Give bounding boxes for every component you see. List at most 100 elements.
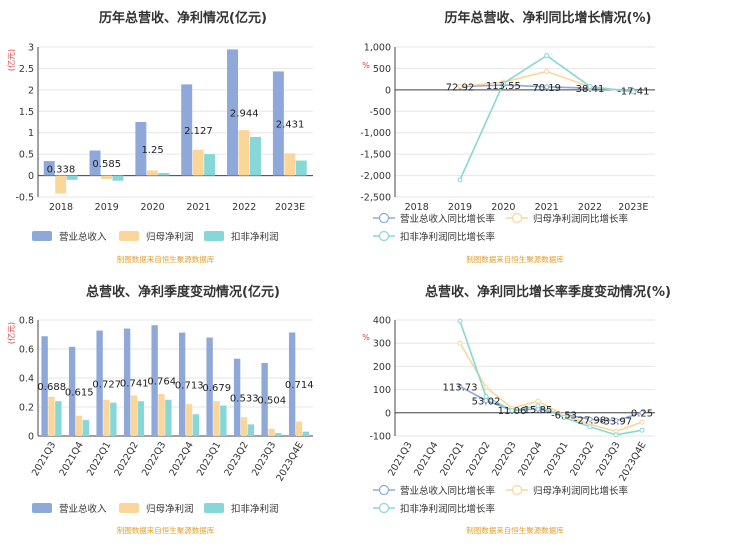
legend-item[interactable]: 归母净利润同比增长率: [506, 484, 629, 497]
chart-annual_growth: 历年总营收、净利同比增长情况(%)% -2,500 -2,000 -1,500 -1,0…: [360, 10, 655, 264]
data-label: 38.41: [576, 84, 605, 95]
y-tick-label: 0: [28, 171, 34, 182]
data-label: 72.92: [446, 83, 475, 94]
data-label: 0.25: [631, 409, 653, 420]
data-label: 1.25: [141, 145, 163, 156]
legend-item[interactable]: 营业总收入同比增长率: [373, 484, 496, 497]
x-tick-label: 2023Q4E: [274, 440, 305, 483]
bar-revenue: [89, 150, 101, 176]
bar-revenue: [135, 122, 147, 176]
bar-revenue: [178, 332, 186, 436]
line-point: [639, 427, 645, 433]
bar-net-profit: [284, 153, 296, 176]
chart-title: 总营收、净利季度变动情况(亿元): [86, 284, 280, 300]
line-point: [639, 419, 645, 425]
legend-label: 营业总收入: [59, 231, 107, 243]
bar-revenue: [123, 328, 131, 436]
x-tick-label: 2021: [535, 202, 559, 213]
chart-title: 历年总营收、净利同比增长情况(%): [445, 10, 652, 26]
source-note: 制图数据来自恒生聚源数据库: [466, 525, 564, 535]
legend-item[interactable]: 营业总收入: [32, 231, 107, 243]
bar-deducted-profit: [137, 401, 145, 436]
legend-item[interactable]: 扣非净利润: [204, 231, 279, 243]
legend-item[interactable]: 营业总收入: [32, 503, 107, 515]
y-tick-label: 0: [385, 85, 391, 96]
x-tick-label: 2021Q4: [57, 440, 85, 478]
y-tick-label: -1,000: [360, 128, 391, 139]
data-label: 2.431: [276, 119, 305, 130]
bar-deducted-profit: [66, 175, 78, 180]
data-label: 70.19: [532, 83, 561, 94]
data-label: -33.97: [600, 417, 632, 428]
x-tick-label: 2021Q3: [30, 440, 58, 478]
x-tick-label: 2023Q2: [222, 440, 250, 478]
bar-deducted-profit: [55, 401, 62, 436]
y-tick-label: 1: [28, 128, 34, 139]
y-tick-label: 1,000: [364, 43, 391, 54]
bar-net-profit: [213, 401, 220, 436]
data-label: 0.338: [47, 164, 76, 175]
bar-revenue: [288, 332, 296, 436]
source-note: 制图数据来自恒生聚源数据库: [117, 254, 215, 264]
legend-item[interactable]: 营业总收入同比增长率: [373, 212, 496, 225]
y-tick-label: 100: [373, 385, 391, 396]
y-tick-label: 500: [373, 64, 391, 75]
x-tick-label: 2022: [578, 202, 602, 213]
y-tick-label: -0.5: [15, 193, 34, 204]
line-point: [544, 68, 550, 74]
chart-title: 历年总营收、净利情况(亿元): [99, 10, 267, 26]
x-tick-label: 2022Q3: [490, 440, 518, 478]
bar-net-profit: [146, 170, 158, 176]
bar-revenue: [227, 49, 239, 176]
line-point: [613, 432, 619, 438]
bar-deducted-profit: [158, 173, 170, 176]
x-tick-label: 2023Q3: [594, 440, 622, 478]
y-tick-label: 0.5: [19, 150, 34, 161]
bar-revenue: [272, 71, 284, 176]
legend-item[interactable]: 扣非净利润: [204, 503, 279, 515]
x-tick-label: 2021Q3: [386, 440, 414, 478]
legend-label: 扣非净利润同比增长率: [400, 231, 496, 243]
bar-deducted-profit: [82, 420, 90, 436]
x-tick-label: 2019: [448, 202, 472, 213]
y-tick-label: 0: [385, 408, 391, 419]
line-point: [535, 403, 541, 409]
legend-swatch: [204, 231, 224, 241]
legend-item[interactable]: 扣非净利润同比增长率: [373, 230, 496, 243]
bar-revenue: [96, 330, 103, 436]
x-tick-label: 2019: [95, 202, 119, 213]
line-point: [587, 424, 593, 430]
y-tick-label: -2,000: [360, 171, 391, 182]
bar-revenue: [41, 336, 48, 436]
bar-net-profit: [130, 395, 138, 436]
y-tick-label: 0.6: [19, 345, 34, 356]
y-tick-label: 0.2: [19, 403, 34, 414]
line-deducted-profit-growth: [459, 320, 643, 436]
line-point: [630, 89, 636, 95]
source-note: 制图数据来自恒生聚源数据库: [466, 254, 564, 264]
y-tick-label: 2: [28, 85, 34, 96]
chart-annual_amount: 历年总营收、净利情况(亿元) (亿元) -0.5 0 0.5 1 1.5 2 2.5 3 2018 2…: [6, 10, 313, 264]
bar-revenue: [181, 84, 193, 176]
data-label: 0.713: [175, 380, 204, 391]
y-tick-label: 300: [373, 339, 391, 350]
legend-item[interactable]: 归母净利润: [119, 231, 194, 243]
bar-deducted-profit: [220, 405, 227, 436]
bar-net-profit: [240, 417, 248, 436]
legend-item[interactable]: 归母净利润: [119, 503, 194, 515]
data-label: -27.98: [574, 415, 606, 426]
x-tick-label: 2023E: [618, 202, 648, 213]
bar-net-profit: [55, 175, 67, 194]
bar-net-profit: [192, 149, 204, 176]
legend-label: 营业总收入: [59, 503, 107, 515]
x-tick-label: 2022Q2: [112, 440, 140, 478]
legend-item[interactable]: 归母净利润同比增长率: [506, 212, 629, 225]
x-tick-label: 2023E: [275, 202, 305, 213]
y-tick-label: 1.5: [19, 107, 34, 118]
y-tick-label: 200: [373, 362, 391, 373]
legend-item[interactable]: 扣非净利润同比增长率: [373, 502, 496, 515]
line-point: [544, 84, 550, 90]
bar-revenue: [68, 346, 76, 436]
legend-label: 营业总收入同比增长率: [400, 485, 496, 497]
